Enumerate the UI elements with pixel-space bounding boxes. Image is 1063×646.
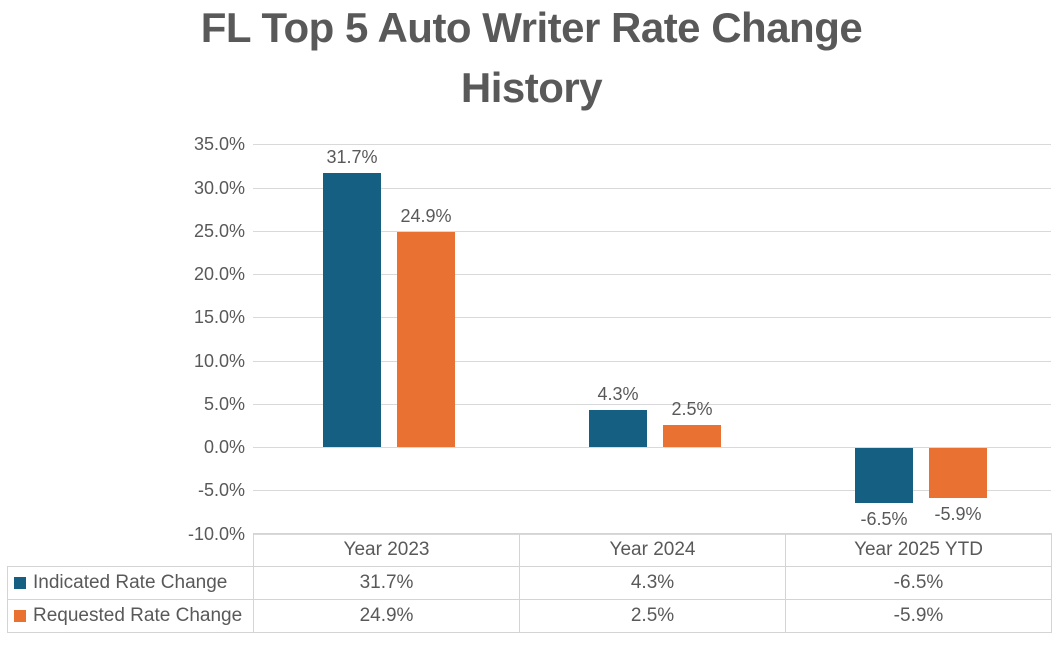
chart-title-line-1: FL Top 5 Auto Writer Rate Change [200,4,863,51]
y-axis-tick-label: 35.0% [193,134,245,154]
chart-title-line-2: History [460,64,603,111]
data-table-row-requested-rate-change: Requested Rate Change 24.9% 2.5% -5.9% [7,599,1052,633]
value-cell-indicated-rate-change-year-2024: 4.3% [519,566,786,600]
y-axis-tick-label: 25.0% [193,221,245,241]
y-axis-tick-label: 20.0% [193,264,245,284]
gridline [253,404,1051,405]
series-label-indicated-rate-change: Indicated Rate Change [7,566,254,600]
bar-value-label-indicated-rate-change-year-2025-ytd: -6.5% [860,509,908,529]
value-cell-requested-rate-change-year-2023: 24.9% [253,599,520,633]
bar-value-label-requested-rate-change-year-2025-ytd: -5.9% [934,504,982,524]
data-table-row-indicated-rate-change: Indicated Rate Change 31.7% 4.3% -6.5% [7,566,1052,600]
column-header-year-2025-ytd: Year 2025 YTD [785,533,1052,567]
y-axis-tick-label: 30.0% [193,178,245,198]
bar-requested-rate-change-year-2025-ytd [929,448,987,498]
y-axis-tick-label: 15.0% [193,307,245,327]
value-cell-requested-rate-change-year-2024: 2.5% [519,599,786,633]
bar-value-label-requested-rate-change-year-2023: 24.9% [400,206,452,226]
gridline [253,144,1051,145]
bar-indicated-rate-change-year-2025-ytd [855,448,913,503]
y-axis-tick-label: -10.0% [187,524,245,544]
column-header-year-2023: Year 2023 [253,533,520,567]
bar-requested-rate-change-year-2024 [663,425,721,447]
bar-value-label-indicated-rate-change-year-2023: 31.7% [326,147,378,167]
series-label-requested-rate-change: Requested Rate Change [7,599,254,633]
gridline [253,274,1051,275]
gridline [253,447,1051,448]
chart-title: FL Top 5 Auto Writer Rate Change History [0,0,1063,118]
y-axis-tick-label: 5.0% [203,394,245,414]
gridline [253,317,1051,318]
gridline [253,361,1051,362]
series-name-text: Requested Rate Change [33,605,243,626]
legend-swatch-requested-rate-change [14,610,26,622]
gridline [253,188,1051,189]
value-cell-requested-rate-change-year-2025-ytd: -5.9% [785,599,1052,633]
y-axis-tick-label: 10.0% [193,351,245,371]
series-name-text: Indicated Rate Change [33,572,228,593]
value-cell-indicated-rate-change-year-2023: 31.7% [253,566,520,600]
bar-value-label-indicated-rate-change-year-2024: 4.3% [597,384,639,404]
bar-value-label-requested-rate-change-year-2024: 2.5% [671,399,713,419]
gridline [253,490,1051,491]
column-header-year-2024: Year 2024 [519,533,786,567]
data-table: Year 2023 Year 2024 Year 2025 YTD Indicated… [7,533,1052,633]
value-cell-indicated-rate-change-year-2025-ytd: -6.5% [785,566,1052,600]
data-table-header-row: Year 2023 Year 2024 Year 2025 YTD [8,533,1052,567]
bar-indicated-rate-change-year-2023 [323,173,381,447]
y-axis-tick-label: 0.0% [203,437,245,457]
bar-indicated-rate-change-year-2024 [589,410,647,447]
legend-swatch-indicated-rate-change [14,577,26,589]
data-table-corner-cell [8,534,254,567]
y-axis-tick-label: -5.0% [197,480,245,500]
gridline [253,231,1051,232]
bar-requested-rate-change-year-2023 [397,232,455,447]
